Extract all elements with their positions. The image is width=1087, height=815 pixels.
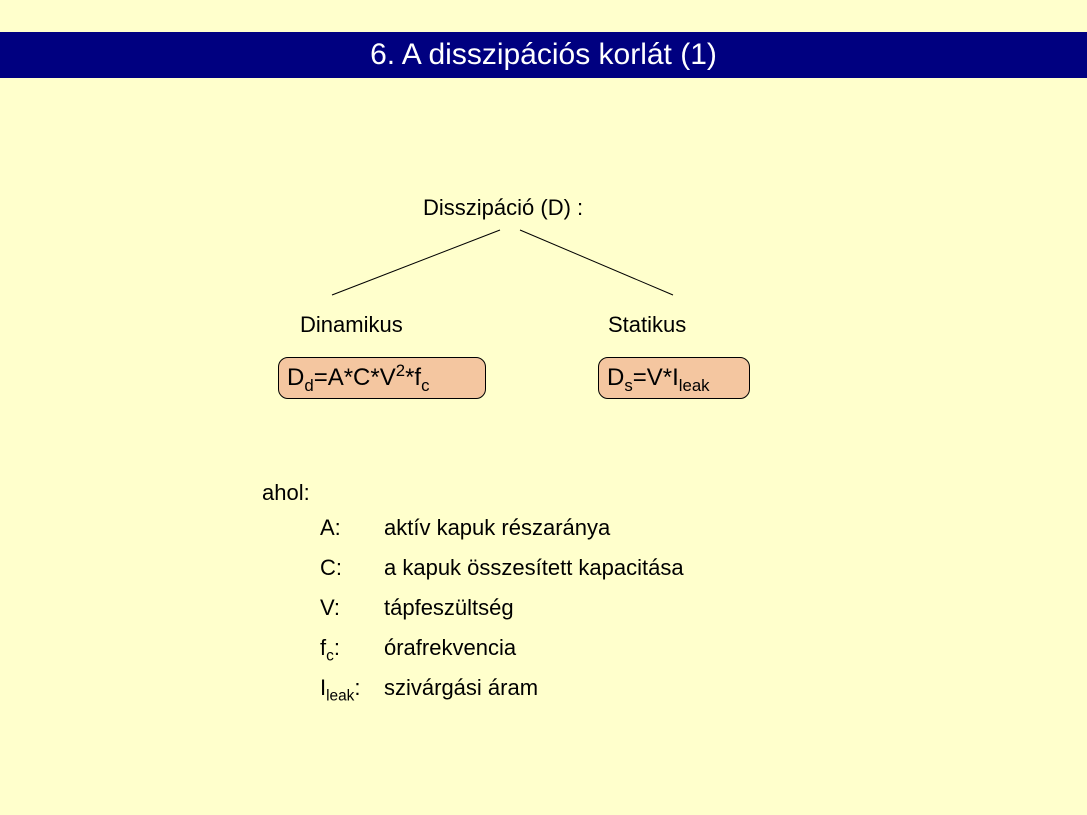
definition-row: C:a kapuk összesített kapacitása <box>320 555 684 595</box>
definition-symbol: A: <box>320 515 378 541</box>
definition-symbol: C: <box>320 555 378 581</box>
definition-desc: tápfeszültség <box>384 595 514 621</box>
formula-static: Ds=V*Ileak <box>598 357 750 399</box>
title-band: 6. A disszipációs korlát (1) <box>0 32 1087 78</box>
definitions-header: ahol: <box>262 480 310 506</box>
definition-desc: szivárgási áram <box>384 675 538 701</box>
formula-static-text: Ds=V*Ileak <box>607 364 710 392</box>
branch-line-left <box>332 230 500 295</box>
definitions-list: A:aktív kapuk részarányaC:a kapuk összes… <box>320 515 684 715</box>
slide-title: 6. A disszipációs korlát (1) <box>370 38 717 72</box>
branch-right-label: Statikus <box>608 312 686 338</box>
definition-symbol: Ileak: <box>320 675 378 701</box>
slide: 6. A disszipációs korlát (1) Disszipáció… <box>0 0 1087 815</box>
definition-row: A:aktív kapuk részaránya <box>320 515 684 555</box>
definition-row: V:tápfeszültség <box>320 595 684 635</box>
definition-row: fc:órafrekvencia <box>320 635 684 675</box>
branch-line-right <box>520 230 673 295</box>
definition-desc: aktív kapuk részaránya <box>384 515 610 541</box>
definition-desc: órafrekvencia <box>384 635 516 661</box>
definition-symbol: V: <box>320 595 378 621</box>
definition-row: Ileak:szivárgási áram <box>320 675 684 715</box>
root-label: Disszipáció (D) : <box>423 195 583 221</box>
formula-dynamic: Dd=A*C*V2*fc <box>278 357 486 399</box>
formula-dynamic-text: Dd=A*C*V2*fc <box>287 364 429 392</box>
definition-symbol: fc: <box>320 635 378 661</box>
definition-desc: a kapuk összesített kapacitása <box>384 555 684 581</box>
branch-left-label: Dinamikus <box>300 312 403 338</box>
